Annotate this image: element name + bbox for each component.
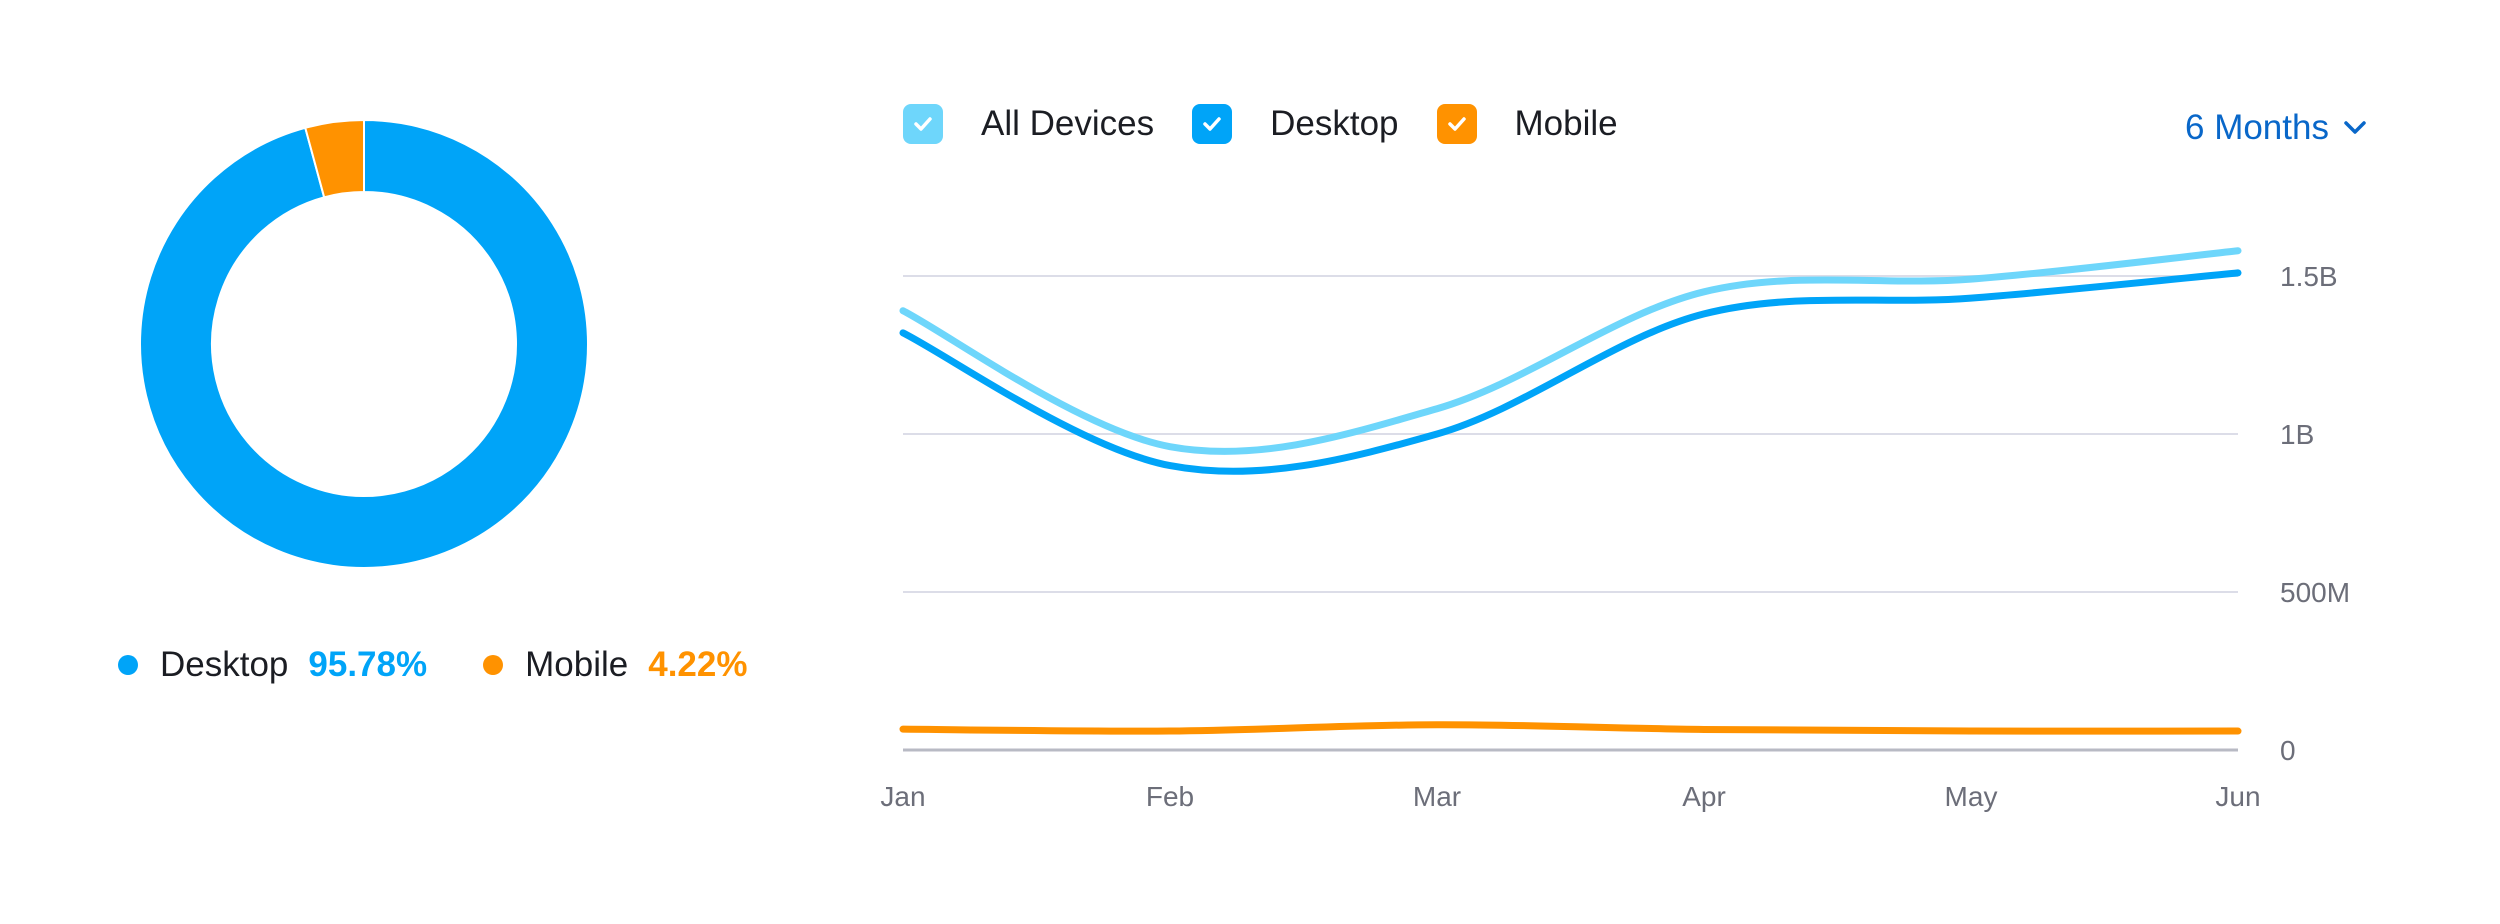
period-selector[interactable]: 6 Months bbox=[2185, 108, 2367, 148]
y-tick-label: 1.5B bbox=[2280, 261, 2338, 292]
desktop-share-value: 95.78% bbox=[308, 645, 428, 684]
donut-legend: Desktop 95.78% Mobile 4.22% bbox=[118, 645, 803, 685]
series-line-desktop bbox=[899, 269, 2242, 475]
series-toggle-legend: All Devices Desktop Mobile bbox=[903, 104, 1656, 144]
mobile-share-value: 4.22% bbox=[648, 645, 748, 684]
y-tick-label: 0 bbox=[2280, 735, 2296, 766]
x-tick-label: Apr bbox=[1682, 781, 1726, 812]
check-icon bbox=[1447, 117, 1466, 131]
desktop-toggle-label[interactable]: Desktop bbox=[1270, 104, 1399, 143]
check-icon bbox=[1203, 117, 1221, 131]
all-devices-toggle-label[interactable]: All Devices bbox=[981, 104, 1155, 143]
y-tick-label: 500M bbox=[2280, 577, 2350, 608]
desktop-legend-dot bbox=[118, 655, 138, 675]
x-tick-label: Jan bbox=[880, 781, 925, 812]
mobile-legend-dot bbox=[483, 655, 504, 675]
x-tick-label: Feb bbox=[1146, 781, 1194, 812]
mobile-toggle-label[interactable]: Mobile bbox=[1514, 104, 1618, 143]
mobile-checkbox[interactable] bbox=[1436, 104, 1477, 144]
series-line-all-devices bbox=[899, 247, 2242, 455]
check-icon bbox=[914, 117, 932, 131]
all-devices-checkbox[interactable] bbox=[903, 104, 943, 144]
donut-slice-mobile bbox=[304, 118, 365, 199]
device-share-donut bbox=[139, 118, 589, 569]
series-line-mobile bbox=[899, 721, 2242, 735]
chevron-down-icon[interactable] bbox=[2343, 120, 2367, 136]
x-tick-label: May bbox=[1945, 781, 1998, 812]
desktop-legend-label: Desktop bbox=[160, 645, 289, 684]
x-tick-label: Mar bbox=[1413, 781, 1461, 812]
y-tick-label: 1B bbox=[2280, 419, 2314, 450]
mobile-legend-label: Mobile bbox=[525, 645, 629, 684]
period-selector-label[interactable]: 6 Months bbox=[2185, 108, 2329, 147]
donut-slice-desktop bbox=[139, 118, 589, 569]
desktop-checkbox[interactable] bbox=[1192, 104, 1233, 144]
x-tick-label: Jun bbox=[2215, 781, 2260, 812]
